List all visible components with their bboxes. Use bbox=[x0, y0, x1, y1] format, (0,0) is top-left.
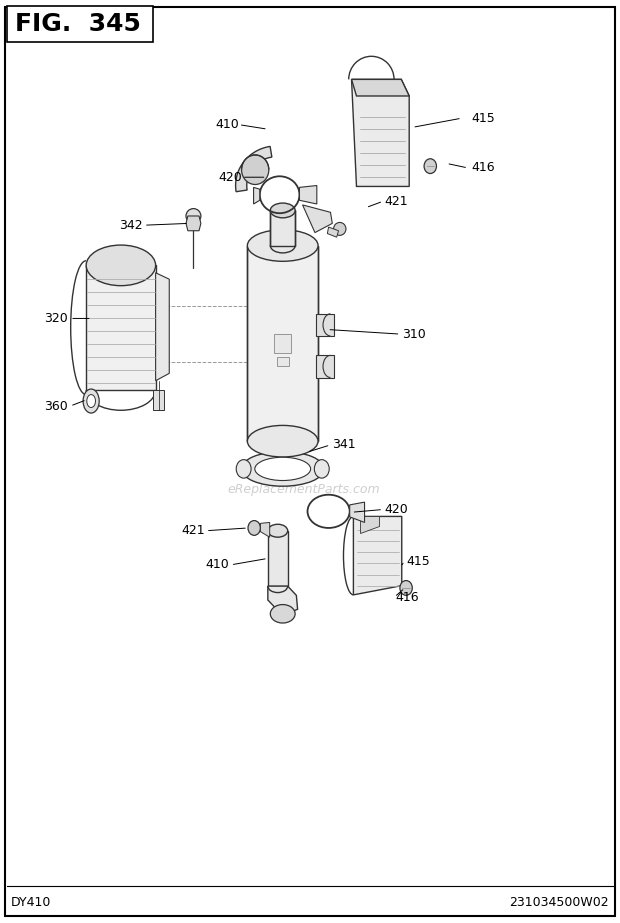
Ellipse shape bbox=[86, 245, 156, 286]
Polygon shape bbox=[254, 187, 260, 204]
Polygon shape bbox=[268, 586, 298, 614]
Ellipse shape bbox=[186, 209, 201, 223]
Text: 410: 410 bbox=[206, 558, 229, 571]
Text: 415: 415 bbox=[406, 555, 430, 568]
Ellipse shape bbox=[314, 460, 329, 478]
Bar bbox=[247, 246, 318, 441]
Polygon shape bbox=[156, 273, 169, 380]
Bar bbox=[277, 357, 289, 366]
Bar bbox=[7, 6, 153, 42]
Bar bbox=[270, 210, 295, 246]
Text: 342: 342 bbox=[119, 219, 143, 232]
Text: 360: 360 bbox=[45, 400, 68, 413]
Ellipse shape bbox=[242, 155, 269, 185]
Ellipse shape bbox=[247, 426, 318, 457]
Bar bbox=[86, 266, 156, 390]
Text: 416: 416 bbox=[396, 591, 419, 604]
Bar bbox=[274, 334, 291, 353]
Ellipse shape bbox=[236, 460, 251, 478]
Ellipse shape bbox=[241, 451, 324, 486]
Bar bbox=[153, 390, 164, 410]
Ellipse shape bbox=[424, 159, 436, 174]
Text: 421: 421 bbox=[384, 195, 408, 208]
Bar bbox=[268, 531, 288, 586]
Polygon shape bbox=[350, 502, 365, 522]
Text: 416: 416 bbox=[471, 162, 495, 174]
Bar bbox=[316, 355, 334, 378]
Bar bbox=[316, 314, 334, 336]
Ellipse shape bbox=[270, 203, 295, 218]
Polygon shape bbox=[353, 517, 402, 595]
Text: 421: 421 bbox=[181, 524, 205, 537]
Ellipse shape bbox=[400, 581, 412, 595]
Polygon shape bbox=[352, 79, 409, 186]
Polygon shape bbox=[303, 205, 332, 233]
Text: 320: 320 bbox=[45, 312, 68, 325]
Text: 341: 341 bbox=[332, 438, 355, 451]
Polygon shape bbox=[327, 227, 339, 237]
Text: 310: 310 bbox=[402, 328, 425, 341]
Ellipse shape bbox=[270, 605, 295, 623]
Ellipse shape bbox=[87, 395, 95, 408]
Ellipse shape bbox=[247, 230, 318, 261]
Text: 231034500W02: 231034500W02 bbox=[509, 896, 609, 909]
Ellipse shape bbox=[268, 524, 288, 537]
Ellipse shape bbox=[334, 222, 346, 235]
Polygon shape bbox=[186, 216, 201, 231]
Ellipse shape bbox=[255, 457, 311, 481]
Text: eReplacementParts.com: eReplacementParts.com bbox=[228, 483, 380, 496]
Polygon shape bbox=[260, 522, 270, 537]
Polygon shape bbox=[352, 79, 409, 96]
Polygon shape bbox=[236, 147, 272, 192]
Ellipse shape bbox=[248, 521, 260, 535]
Text: FIG.  345: FIG. 345 bbox=[15, 12, 141, 36]
Text: 415: 415 bbox=[471, 112, 495, 125]
Ellipse shape bbox=[83, 390, 99, 414]
Text: DY410: DY410 bbox=[11, 896, 51, 909]
Polygon shape bbox=[299, 186, 317, 204]
Text: 420: 420 bbox=[218, 171, 242, 184]
Text: 410: 410 bbox=[215, 118, 239, 131]
Text: 420: 420 bbox=[384, 503, 408, 516]
Polygon shape bbox=[136, 306, 167, 362]
Polygon shape bbox=[360, 517, 379, 533]
